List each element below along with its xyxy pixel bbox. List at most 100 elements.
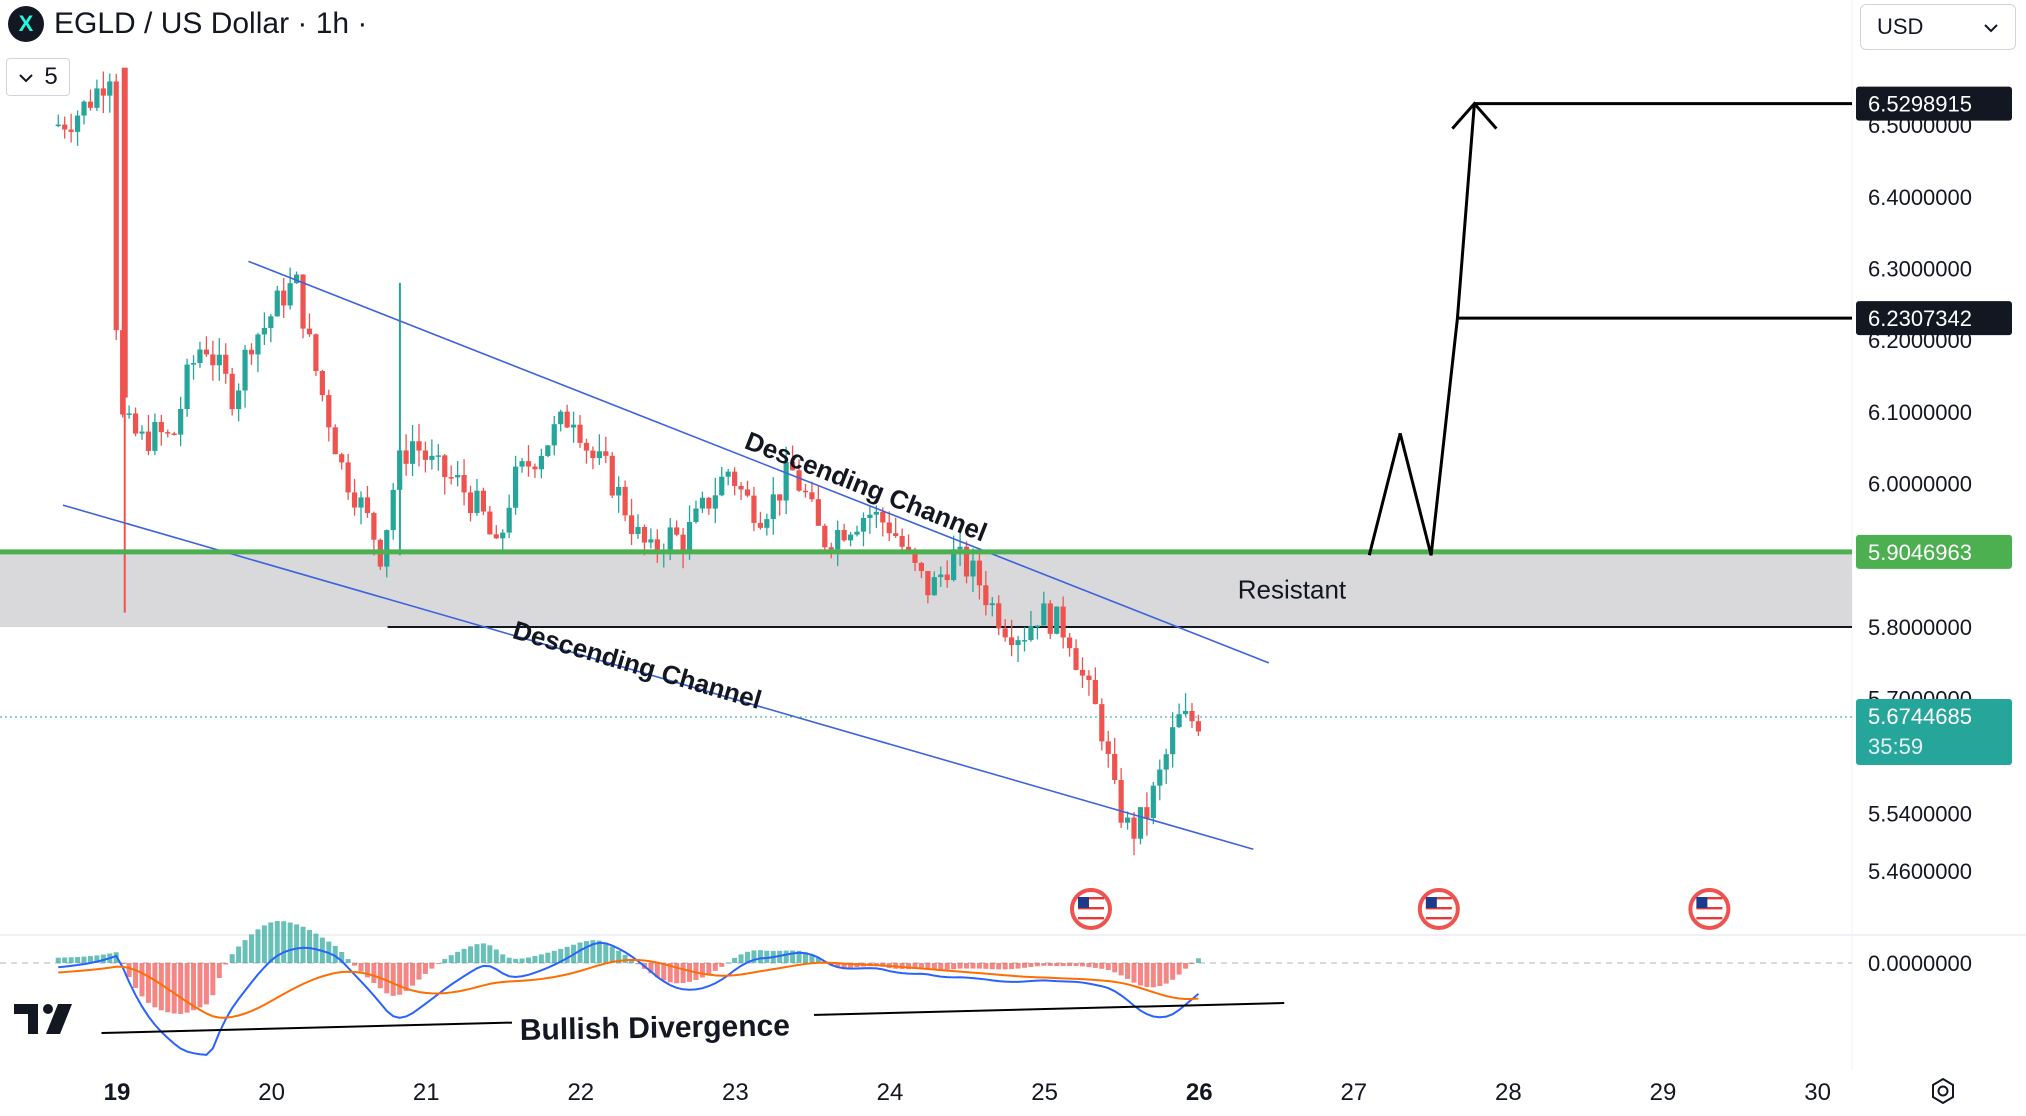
macd-histogram-bar xyxy=(500,954,506,963)
candle-body xyxy=(1131,817,1137,839)
candle-body xyxy=(229,373,235,410)
candle-up xyxy=(951,535,957,582)
candle-up xyxy=(957,532,963,566)
candle-body xyxy=(223,354,229,374)
candle-body xyxy=(55,124,61,127)
candle-body xyxy=(358,497,364,508)
macd-histogram-bar xyxy=(687,963,693,982)
us-event-flag-icon[interactable] xyxy=(1688,888,1731,930)
macd-histogram-bar xyxy=(236,946,242,963)
candle-down xyxy=(525,445,532,477)
candle-down xyxy=(493,525,499,539)
flag-stripe xyxy=(1425,907,1452,910)
candle-up xyxy=(558,409,564,432)
macd-histogram-bar xyxy=(1060,963,1066,967)
candle-up xyxy=(867,505,873,534)
candle-body xyxy=(1157,769,1163,786)
interval-toggle[interactable]: 5 xyxy=(6,58,70,96)
candle-down xyxy=(996,595,1002,636)
macd-histogram-bar xyxy=(841,963,847,968)
macd-histogram-bar xyxy=(513,958,519,963)
candle-body xyxy=(1066,637,1073,649)
candle-body xyxy=(371,513,377,540)
macd-histogram-bar xyxy=(667,963,673,983)
macd-histogram-bar xyxy=(133,963,139,988)
candle-body xyxy=(622,486,628,516)
macd-histogram-bar xyxy=(332,946,338,963)
candle-body xyxy=(1073,648,1079,670)
candle-down xyxy=(306,313,313,337)
candle-down xyxy=(1105,730,1111,768)
macd-histogram-bar xyxy=(745,951,751,963)
macd-histogram-bar xyxy=(551,950,557,963)
projection-zigzag xyxy=(1367,103,1476,556)
candle-down xyxy=(983,571,989,616)
symbol-title[interactable]: EGLD / US Dollar · 1h · xyxy=(54,7,368,40)
flag-stripe xyxy=(1425,917,1452,920)
candle-body xyxy=(1105,741,1111,754)
flag-stripe xyxy=(1696,902,1723,905)
candle-body xyxy=(1137,807,1144,839)
macd-zero-label: 0.0000000 xyxy=(1868,951,1972,976)
event-markers[interactable] xyxy=(1069,888,1731,930)
candle-body xyxy=(841,530,847,541)
macd-histogram-bar xyxy=(87,956,93,963)
price-axis[interactable]: 6.50000006.40000006.30000006.20000006.10… xyxy=(1856,86,2012,976)
macd-histogram-bar xyxy=(1170,963,1176,980)
candle-body xyxy=(100,88,106,96)
candle-body xyxy=(590,450,596,459)
price-tick-label: 5.5400000 xyxy=(1868,801,1972,826)
macd-histogram-bar xyxy=(1163,963,1169,984)
candle-down xyxy=(899,528,905,551)
macd-histogram-bar xyxy=(796,950,802,963)
candle-down xyxy=(313,333,319,376)
candle-body xyxy=(564,411,570,428)
macd-histogram-bar xyxy=(635,963,641,965)
candle-body xyxy=(989,603,995,606)
candle-body xyxy=(178,408,184,435)
descending-channel xyxy=(62,260,1270,851)
macd-histogram-bar xyxy=(938,963,944,970)
flag-stripe xyxy=(1696,912,1723,915)
candle-body xyxy=(1124,817,1131,823)
currency-select[interactable]: USD xyxy=(1860,4,2016,50)
last-price-text: 5.6744685 xyxy=(1868,704,1972,729)
candle-down xyxy=(628,498,635,546)
candle-down xyxy=(442,454,448,495)
candle-down xyxy=(944,560,950,588)
candle-up xyxy=(455,461,461,487)
macd-histogram-bar xyxy=(532,956,538,963)
candle-up xyxy=(435,443,441,471)
macd-histogram-bar xyxy=(364,963,370,978)
candle-body xyxy=(609,455,615,496)
macd-histogram-bar xyxy=(158,963,164,1011)
candle-down xyxy=(732,467,738,496)
candle-body xyxy=(500,532,506,539)
us-event-flag-icon[interactable] xyxy=(1069,888,1112,930)
macd-histogram-bar xyxy=(1131,963,1137,983)
candle-body xyxy=(976,560,983,586)
time-axis[interactable]: 19 20 21 22 23 24 25 26 27 28 29 30 xyxy=(104,1079,1831,1106)
macd-histogram-bar xyxy=(210,963,216,996)
candle-up xyxy=(429,439,435,470)
macd-histogram-bar xyxy=(603,942,609,963)
candle-body xyxy=(403,450,409,464)
candle-body xyxy=(996,603,1002,629)
tradingview-logo-icon[interactable] xyxy=(14,1000,78,1043)
settings-gear-icon[interactable] xyxy=(1928,1076,1958,1111)
macd-histogram-bar xyxy=(1137,963,1143,986)
symbol-header[interactable]: X EGLD / US Dollar · 1h · xyxy=(8,6,367,42)
macd-histogram-bar xyxy=(229,954,235,963)
macd-histogram-bar xyxy=(461,948,467,963)
candle-body xyxy=(693,508,699,523)
macd-histogram-bar xyxy=(506,957,512,963)
candle-up xyxy=(1157,759,1163,801)
macd-histogram-bar xyxy=(468,946,474,963)
candle-body xyxy=(828,547,834,550)
candle-down xyxy=(822,523,828,554)
macd-histogram-bar xyxy=(261,925,267,963)
time-tick-label: 22 xyxy=(567,1079,594,1106)
candle-body xyxy=(532,466,538,470)
us-event-flag-icon[interactable] xyxy=(1417,888,1460,930)
